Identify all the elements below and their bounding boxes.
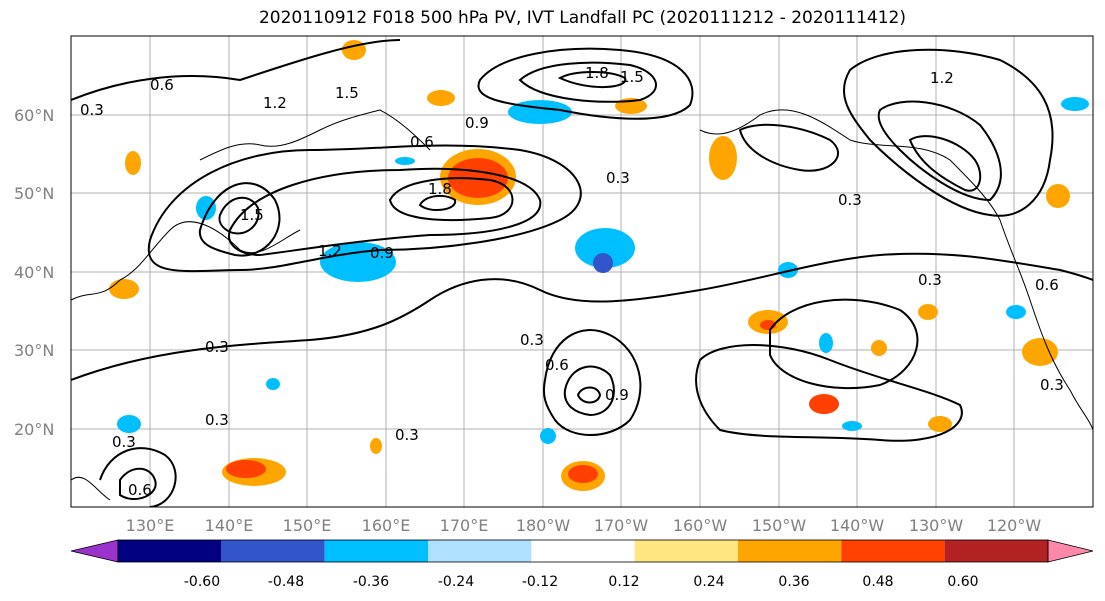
contour-label: 1.2 [318,242,342,260]
colorbar-tick-label: 0.24 [693,574,724,590]
contour-label: 0.3 [205,338,229,356]
colorbar-segment [428,540,532,562]
graticule [71,36,1093,507]
lon-label: 170°W [594,516,649,535]
contour-label: 1.2 [930,69,954,87]
lon-label: 120°W [987,516,1042,535]
longitude-labels: 130°E 140°E 150°E 160°E 170°E 180°W 170°… [126,516,1042,535]
colorbar-tick-label: -0.60 [184,574,220,590]
colorbar-extend-high [1047,539,1094,563]
contour-label: 0.6 [410,133,434,151]
lon-label: 140°W [830,516,885,535]
contour-label: 0.6 [1035,276,1059,294]
contour-label: 0.6 [128,481,152,499]
lat-label: 20°N [14,420,54,439]
lon-label: 160°W [673,516,728,535]
colorbar: -0.60 -0.48 -0.36 -0.24 -0.12 0.12 0.24 … [70,539,1094,590]
colorbar-segment [324,540,428,562]
contour-label: 1.5 [335,84,359,102]
contour-label: 1.8 [428,180,452,198]
plot-frame [70,35,1094,508]
colorbar-tick-label: -0.48 [268,574,304,590]
contour-label: 1.5 [240,206,264,224]
contour-label: 0.3 [606,169,630,187]
contour-label: 0.3 [395,426,419,444]
contour-label: 1.2 [263,94,287,112]
colorbar-tick-label: -0.24 [438,574,474,590]
contour-label: 0.6 [545,356,569,374]
colorbar-extend-low [70,539,119,563]
colorbar-ticks: -0.60 -0.48 -0.36 -0.24 -0.12 0.12 0.24 … [184,574,979,590]
contour-label: 0.6 [150,76,174,94]
colorbar-tick-label: -0.36 [353,574,389,590]
contour-label: 0.3 [112,433,136,451]
contour-label: 0.9 [465,114,489,132]
contour-label: 0.3 [918,271,942,289]
lat-label: 30°N [14,341,54,360]
colorbar-tick-label: 0.12 [608,574,639,590]
lon-label: 150°W [752,516,807,535]
colorbar-segment [738,540,842,562]
contour-labels: 0.3 0.3 0.3 0.3 0.3 0.3 0.3 0.3 0.3 0.3 … [80,64,1064,499]
colorbar-segment [531,540,635,562]
contour-label: 0.3 [205,411,229,429]
lon-label: 130°W [909,516,964,535]
contour-label: 0.9 [605,386,629,404]
pv-contours [71,39,1093,507]
colorbar-tick-label: -0.12 [522,574,558,590]
map-title: 2020110912 F018 500 hPa PV, IVT Landfall… [258,8,906,28]
colorbar-outline [117,539,1049,563]
contour-label: 0.3 [1040,376,1064,394]
colorbar-tick-label: 0.36 [778,574,809,590]
lat-label: 40°N [14,263,54,282]
lat-label: 50°N [14,184,54,203]
contour-label: 0.3 [520,331,544,349]
lat-label: 60°N [14,106,54,125]
lon-label: 150°E [283,516,332,535]
colorbar-segments [70,539,1094,563]
contour-label: 0.3 [838,191,862,209]
lon-label: 140°E [205,516,254,535]
colorbar-segment [634,540,738,562]
coastlines [71,109,1093,501]
lon-label: 170°E [440,516,489,535]
latitude-labels: 60°N 50°N 40°N 30°N 20°N [14,106,54,439]
pv-shading [109,40,1089,491]
contour-label: 0.3 [80,101,104,119]
colorbar-tick-label: 0.48 [862,574,893,590]
colorbar-tick-label: 0.60 [947,574,978,590]
colorbar-segment [841,540,945,562]
contour-label: 0.9 [370,244,394,262]
lon-label: 160°E [362,516,411,535]
colorbar-segment [221,540,325,562]
contour-label: 1.5 [620,68,644,86]
contour-label: 1.8 [585,64,609,82]
lon-label: 130°E [126,516,175,535]
colorbar-segment [944,540,1048,562]
lon-label: 180°W [516,516,571,535]
colorbar-segment [118,540,222,562]
